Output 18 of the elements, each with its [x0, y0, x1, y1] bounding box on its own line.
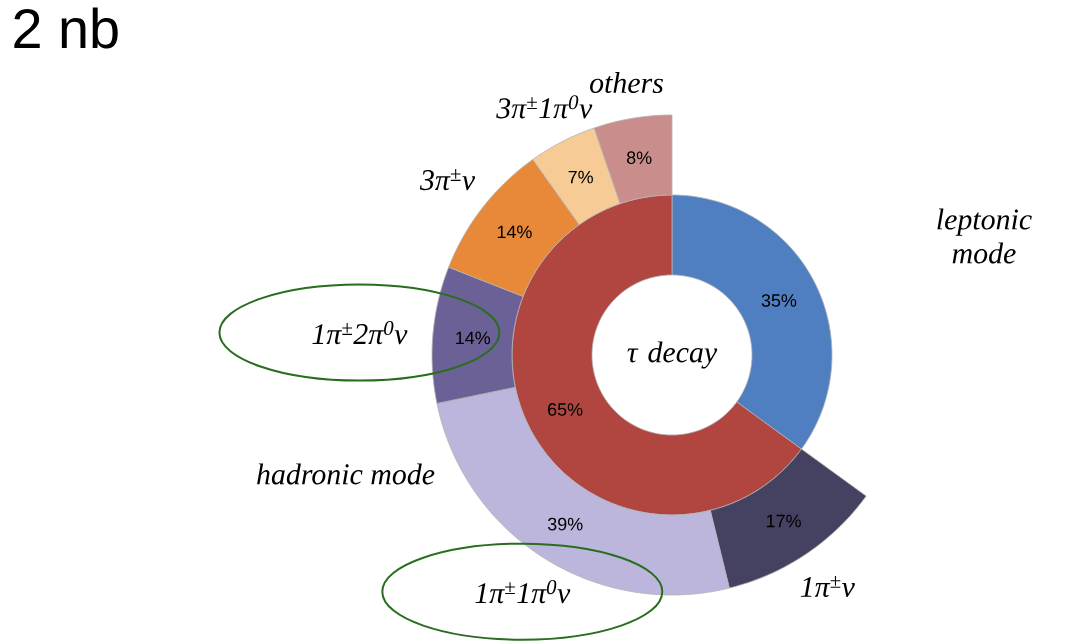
data-label: 39%: [547, 517, 583, 531]
slice-label: others: [590, 72, 663, 94]
data-label: 7%: [568, 170, 593, 184]
text: τ decay: [627, 341, 718, 369]
data-label: 14%: [497, 225, 532, 239]
slice-label: 1π$^{±}$ν: [800, 575, 855, 598]
slice-label: leptonic mode: [937, 208, 1032, 264]
slice-label: 3π$^{±}$1π$^{0}$ν: [496, 95, 593, 119]
slice-label: 1π$^{±}$1π$^{0}$ν: [475, 580, 571, 604]
data-label: 65%: [548, 403, 583, 416]
data-label: 17%: [767, 514, 801, 528]
slice-label: 3π$^{±}$ν: [419, 169, 476, 191]
slice-label: hadronic mode: [257, 463, 435, 485]
text: 2 nb: [14, 7, 118, 49]
slice-label: 1π$^{±}$2π$^{0}$ν: [312, 320, 408, 345]
data-label: 14%: [456, 331, 491, 345]
data-label: 8%: [626, 151, 652, 165]
data-label: 35%: [761, 294, 797, 307]
